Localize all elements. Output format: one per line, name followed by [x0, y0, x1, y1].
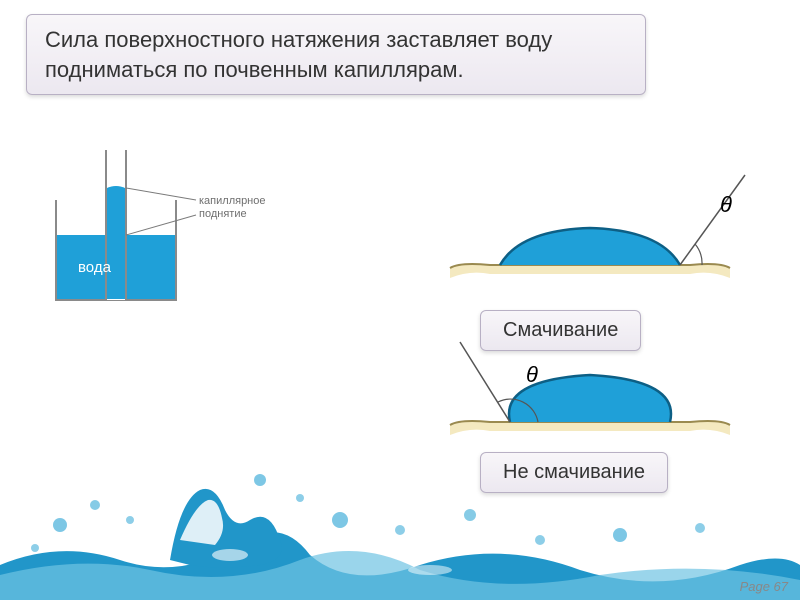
page-number: Page 67 [740, 579, 788, 594]
title-box: Сила поверхностного натяжения заставляет… [26, 14, 646, 95]
bubble-8 [464, 509, 476, 521]
ref-line-bot [126, 215, 196, 235]
bubble-9 [535, 535, 545, 545]
page-number-text: Page 67 [740, 579, 788, 594]
label-wetting-text: Смачивание [503, 319, 618, 341]
droplet-wet [500, 228, 680, 265]
bubble-6 [332, 512, 348, 528]
bubble-12 [31, 544, 39, 552]
theta-nonwet: θ [526, 362, 538, 387]
wetting-diagram: θ [430, 170, 750, 300]
arc-wet [695, 244, 702, 265]
title-text: Сила поверхностного натяжения заставляет… [45, 27, 552, 82]
bubble-5 [296, 494, 304, 502]
surface-wet [450, 264, 730, 278]
bubble-2 [90, 500, 100, 510]
water-in-tube [107, 188, 125, 299]
bubble-10 [613, 528, 627, 542]
water-label: вода [78, 259, 112, 276]
ref-line-top [126, 188, 196, 200]
bubble-7 [395, 525, 405, 535]
capillary-diagram: капиллярное поднятие вода [46, 140, 276, 310]
tangent-nonwet [460, 342, 510, 422]
foam-2 [408, 565, 452, 575]
bubble-3 [126, 516, 134, 524]
theta-wet: θ [720, 192, 732, 217]
rise-label-1: капиллярное [199, 195, 266, 207]
rise-label-2: поднятие [199, 208, 247, 220]
nonwetting-diagram: θ [430, 340, 750, 470]
surface-nonwet [450, 421, 730, 435]
tangent-wet [680, 175, 745, 265]
wave-light [0, 551, 800, 600]
bubble-1 [53, 518, 67, 532]
water-decoration [0, 470, 800, 600]
bubble-4 [254, 474, 266, 486]
bubble-11 [695, 523, 705, 533]
foam-1 [212, 549, 248, 561]
